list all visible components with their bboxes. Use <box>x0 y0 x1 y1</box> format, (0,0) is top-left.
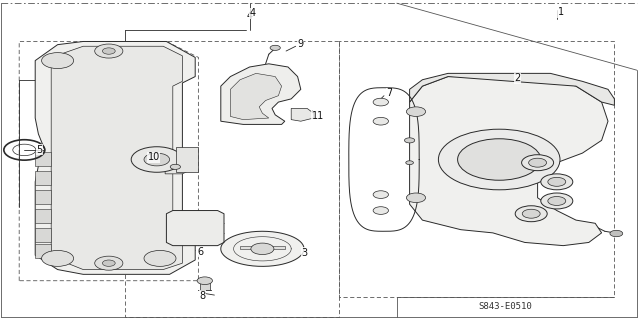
Text: 11: 11 <box>312 111 324 122</box>
Circle shape <box>458 139 541 180</box>
Circle shape <box>270 45 280 50</box>
Text: 6: 6 <box>197 247 204 257</box>
Text: S843-E0510: S843-E0510 <box>479 302 532 311</box>
Polygon shape <box>165 167 189 174</box>
Circle shape <box>102 260 115 266</box>
Circle shape <box>170 164 180 169</box>
Polygon shape <box>35 244 51 258</box>
Polygon shape <box>221 231 304 266</box>
Text: 8: 8 <box>199 291 205 301</box>
Circle shape <box>95 256 123 270</box>
Circle shape <box>406 107 426 116</box>
Polygon shape <box>230 73 282 120</box>
Polygon shape <box>176 147 198 172</box>
Polygon shape <box>291 108 314 121</box>
Polygon shape <box>51 46 182 270</box>
Circle shape <box>541 174 573 190</box>
Polygon shape <box>200 282 210 290</box>
Circle shape <box>548 177 566 186</box>
Circle shape <box>197 277 212 285</box>
Circle shape <box>42 53 74 69</box>
Circle shape <box>42 250 74 266</box>
Circle shape <box>144 153 170 166</box>
Circle shape <box>515 206 547 222</box>
Text: 2: 2 <box>514 73 520 83</box>
Polygon shape <box>35 209 51 223</box>
Circle shape <box>373 98 388 106</box>
Polygon shape <box>410 77 608 246</box>
Text: 1: 1 <box>557 7 564 17</box>
Circle shape <box>373 207 388 214</box>
Polygon shape <box>35 190 51 204</box>
Circle shape <box>131 147 182 172</box>
Polygon shape <box>221 64 301 124</box>
Text: 4: 4 <box>250 8 256 19</box>
Polygon shape <box>410 73 614 105</box>
Circle shape <box>373 191 388 198</box>
Circle shape <box>541 193 573 209</box>
Circle shape <box>438 129 560 190</box>
Polygon shape <box>35 152 51 166</box>
Text: 7: 7 <box>386 88 392 98</box>
Text: 4: 4 <box>246 11 253 21</box>
Polygon shape <box>240 246 285 249</box>
Polygon shape <box>35 41 195 274</box>
Text: 3: 3 <box>301 248 308 258</box>
Circle shape <box>144 250 176 266</box>
Text: 10: 10 <box>147 152 160 162</box>
Circle shape <box>373 117 388 125</box>
Polygon shape <box>35 171 51 185</box>
Circle shape <box>406 193 426 203</box>
Circle shape <box>406 161 413 165</box>
Circle shape <box>522 155 554 171</box>
Circle shape <box>610 230 623 237</box>
Circle shape <box>404 138 415 143</box>
Circle shape <box>102 48 115 54</box>
Circle shape <box>522 209 540 218</box>
Polygon shape <box>166 211 224 246</box>
Circle shape <box>548 197 566 205</box>
Text: 5: 5 <box>36 145 43 155</box>
Polygon shape <box>35 228 51 242</box>
Circle shape <box>251 243 274 255</box>
Text: 9: 9 <box>298 39 304 49</box>
Circle shape <box>529 158 547 167</box>
Circle shape <box>95 44 123 58</box>
